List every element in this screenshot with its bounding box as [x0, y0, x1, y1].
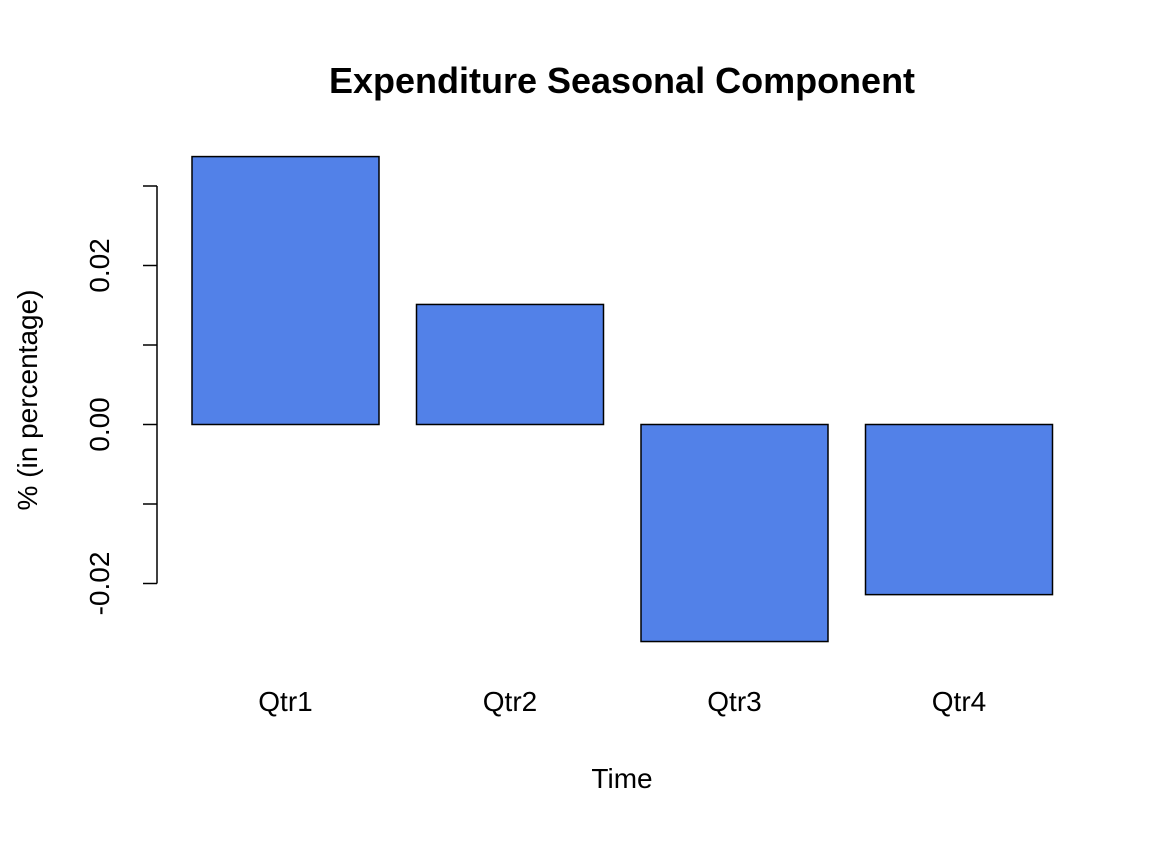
- x-axis-labels: Qtr1 Qtr2 Qtr3 Qtr4: [258, 686, 986, 717]
- bar-qtr1: [191, 155, 380, 426]
- x-axis-label: Time: [591, 763, 652, 794]
- y-tick-label: 0.02: [84, 238, 115, 293]
- bar-qtr3: [640, 423, 829, 643]
- y-tick-label: 0.00: [84, 397, 115, 452]
- bars: [191, 155, 1054, 643]
- x-tick-label: Qtr2: [483, 686, 537, 717]
- y-axis: -0.02 0.00 0.02: [84, 185, 158, 616]
- chart-title: Expenditure Seasonal Component: [329, 60, 915, 101]
- y-axis-label: % (in percentage): [12, 289, 43, 510]
- y-tick-label: -0.02: [84, 552, 115, 616]
- x-tick-label: Qtr1: [258, 686, 312, 717]
- bar-qtr2: [415, 303, 605, 426]
- x-tick-label: Qtr4: [932, 686, 986, 717]
- bar-qtr4: [864, 423, 1054, 596]
- x-tick-label: Qtr3: [707, 686, 761, 717]
